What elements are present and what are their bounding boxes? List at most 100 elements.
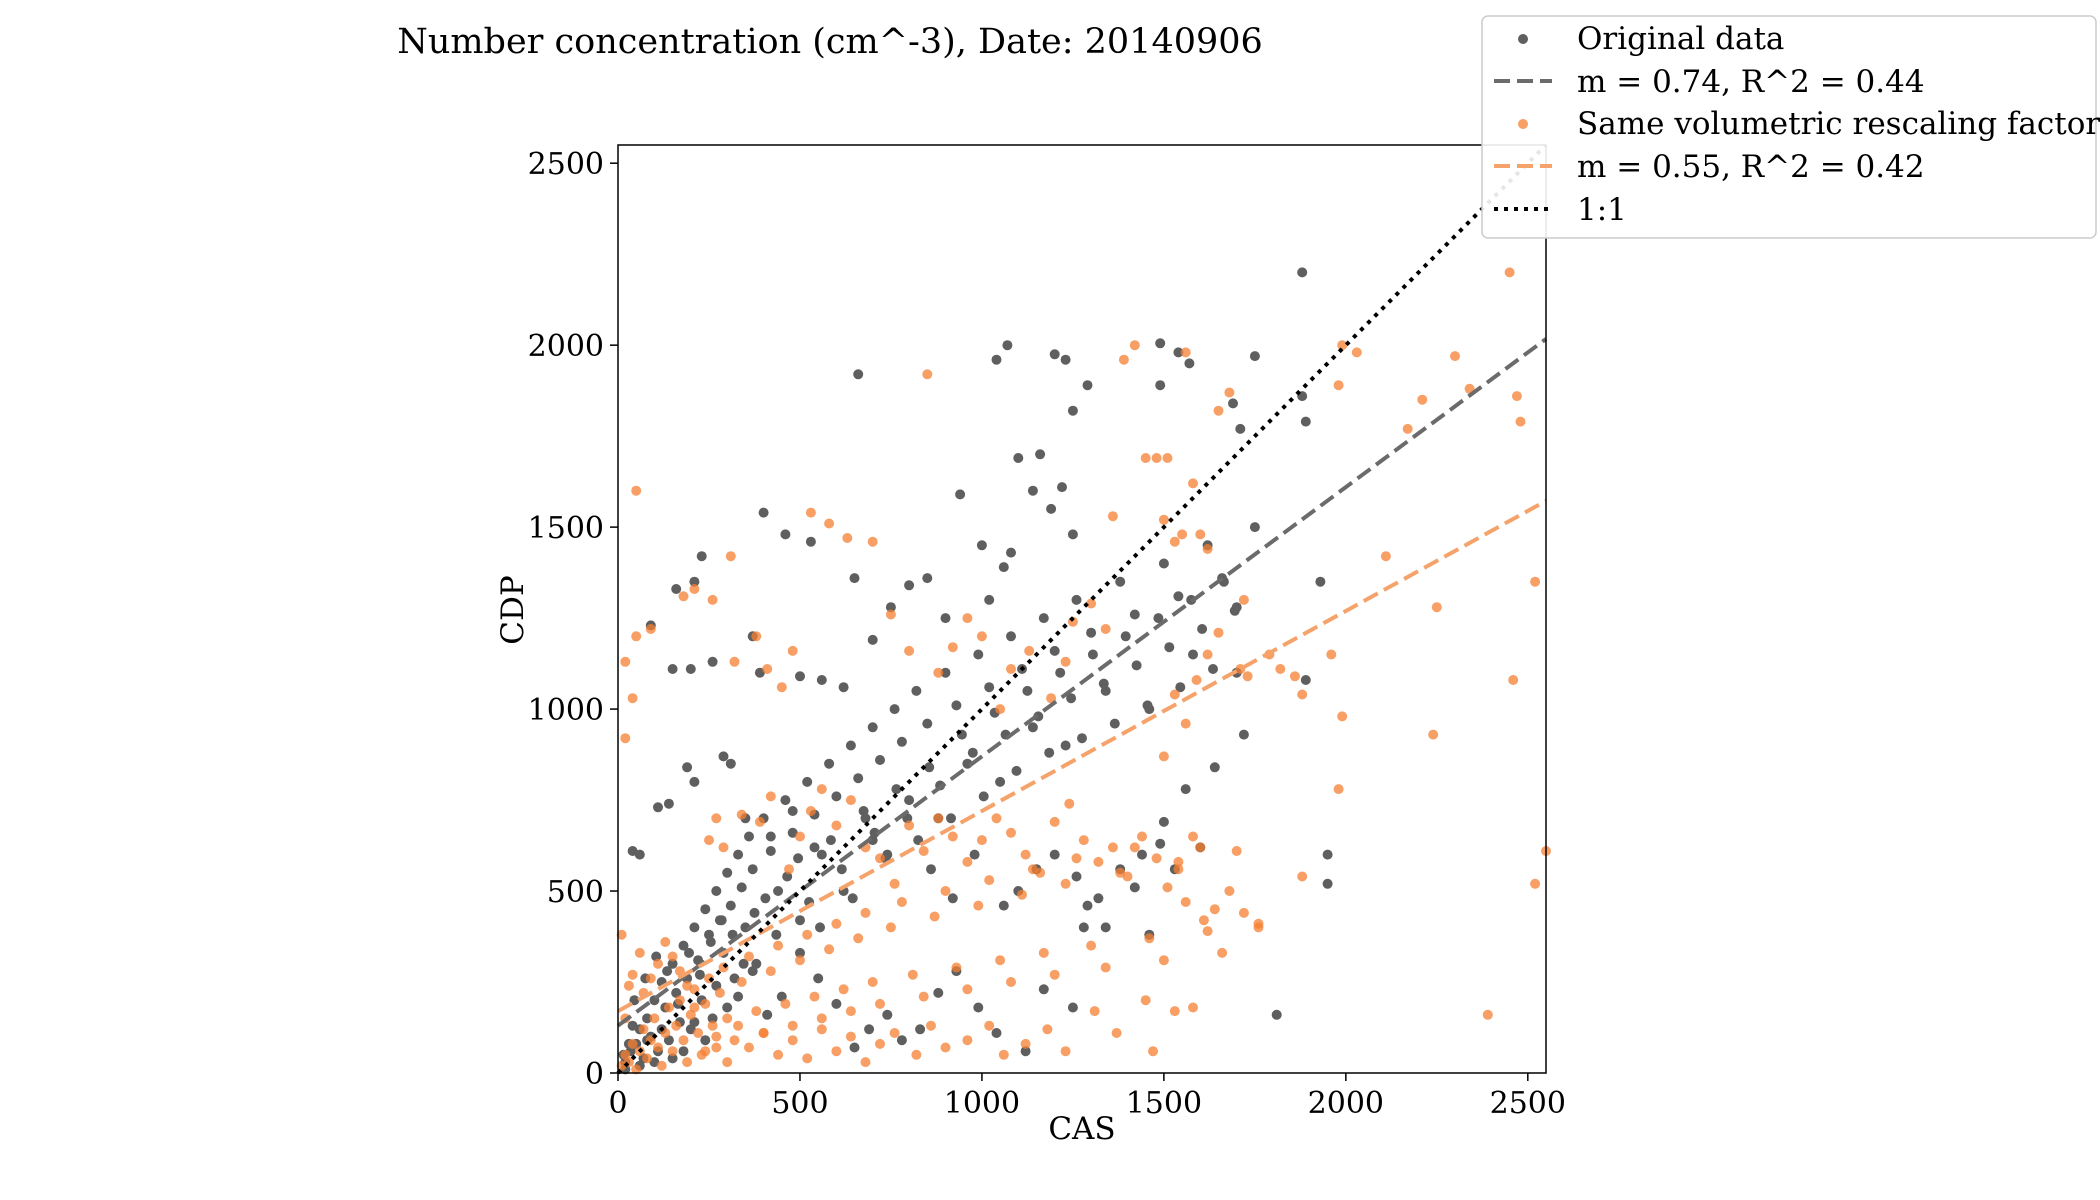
data-point-original xyxy=(1180,784,1191,795)
x-axis-label: CAS xyxy=(1048,1111,1115,1147)
data-point-rescaled xyxy=(744,951,754,962)
data-point-original xyxy=(1067,405,1078,416)
data-point-rescaled xyxy=(1275,664,1286,674)
data-point-original xyxy=(1158,558,1169,569)
data-point-rescaled xyxy=(1100,962,1111,973)
data-point-rescaled xyxy=(1017,889,1027,900)
data-point-rescaled xyxy=(725,551,736,562)
data-point-rescaled xyxy=(1049,816,1060,827)
data-point-original xyxy=(1197,624,1208,634)
data-point-rescaled xyxy=(1006,827,1016,838)
data-point-rescaled xyxy=(627,1038,638,1049)
data-point-original xyxy=(1228,398,1238,409)
data-point-original xyxy=(809,842,820,853)
data-point-rescaled xyxy=(744,1042,754,1053)
data-point-original xyxy=(689,776,700,787)
data-point-rescaled xyxy=(1530,878,1541,889)
data-point-original xyxy=(1131,660,1142,671)
data-point-original xyxy=(1208,664,1218,674)
data-point-rescaled xyxy=(940,1042,951,1053)
data-point-rescaled xyxy=(667,1046,678,1057)
data-point-rescaled xyxy=(1297,689,1308,700)
data-point-rescaled xyxy=(1151,453,1162,463)
data-point-original xyxy=(967,747,978,758)
data-point-original xyxy=(1155,838,1166,849)
data-point-original xyxy=(1049,349,1060,360)
data-point-original xyxy=(1022,685,1033,696)
data-point-rescaled xyxy=(875,1038,885,1049)
data-point-rescaled xyxy=(1195,529,1206,540)
data-point-original xyxy=(1300,416,1311,427)
data-point-original xyxy=(896,736,907,747)
data-point-rescaled xyxy=(1213,405,1224,416)
data-point-rescaled xyxy=(642,1053,653,1064)
data-point-rescaled xyxy=(784,864,794,875)
data-point-rescaled xyxy=(824,518,835,529)
data-point-rescaled xyxy=(722,1057,733,1068)
data-point-original xyxy=(1173,347,1184,358)
data-point-original xyxy=(816,849,827,860)
data-point-rescaled xyxy=(1195,842,1206,853)
data-point-rescaled xyxy=(736,977,747,987)
data-point-rescaled xyxy=(1180,347,1191,358)
data-point-rescaled xyxy=(711,813,722,824)
data-point-original xyxy=(1038,613,1049,624)
data-point-original xyxy=(1297,267,1308,278)
data-point-rescaled xyxy=(1337,711,1348,722)
data-point-original xyxy=(853,369,864,380)
data-point-original xyxy=(998,900,1009,911)
y-axis-label: CDP xyxy=(495,575,531,644)
data-point-rescaled xyxy=(729,656,740,667)
data-point-original xyxy=(831,998,842,1009)
data-point-original xyxy=(1066,693,1077,704)
data-point-original xyxy=(1271,1009,1282,1020)
data-point-rescaled xyxy=(1100,624,1111,634)
data-point-original xyxy=(973,649,984,660)
data-point-rescaled xyxy=(787,1035,798,1046)
legend-label-fit-rescaled: m = 0.55, R^2 = 0.42 xyxy=(1577,149,1925,185)
data-point-original xyxy=(845,740,856,751)
data-point-rescaled xyxy=(631,1064,642,1075)
y-tick-label: 1500 xyxy=(528,511,604,546)
data-point-original xyxy=(1049,645,1060,656)
data-point-original xyxy=(836,864,847,875)
one-to-one-line xyxy=(616,143,1548,1075)
data-point-original xyxy=(853,773,864,784)
data-point-rescaled xyxy=(875,853,885,864)
data-point-original xyxy=(1158,816,1169,827)
data-point-rescaled xyxy=(1202,544,1213,554)
data-point-original xyxy=(1175,682,1186,693)
data-point-original xyxy=(984,594,995,605)
data-point-original xyxy=(1057,482,1067,493)
data-point-rescaled xyxy=(663,1002,674,1013)
data-point-rescaled xyxy=(1351,347,1362,358)
data-point-rescaled xyxy=(911,1049,922,1060)
data-point-rescaled xyxy=(885,922,896,933)
data-point-rescaled xyxy=(1042,1024,1053,1035)
data-point-rescaled xyxy=(962,1035,973,1046)
data-point-rescaled xyxy=(984,1020,995,1031)
data-point-original xyxy=(1006,631,1016,642)
data-point-original xyxy=(984,682,995,693)
data-point-rescaled xyxy=(802,929,813,940)
data-point-rescaled xyxy=(645,973,656,984)
data-point-rescaled xyxy=(885,609,896,620)
x-tick-label: 0 xyxy=(608,1086,627,1121)
data-point-original xyxy=(1115,576,1126,587)
data-point-rescaled xyxy=(645,624,656,634)
data-point-rescaled xyxy=(667,951,678,962)
data-point-original xyxy=(951,700,962,711)
data-point-original xyxy=(678,1046,689,1057)
data-point-rescaled xyxy=(678,591,689,602)
data-point-rescaled xyxy=(773,940,784,951)
lines-layer xyxy=(616,143,1548,1075)
data-point-original xyxy=(1300,675,1311,685)
data-point-rescaled xyxy=(995,955,1006,966)
data-point-rescaled xyxy=(842,533,853,543)
data-point-rescaled xyxy=(1209,904,1220,915)
x-tick-label: 2500 xyxy=(1490,1086,1566,1121)
data-point-original xyxy=(762,1009,773,1020)
data-point-rescaled xyxy=(1224,387,1235,398)
data-point-original xyxy=(795,915,805,926)
